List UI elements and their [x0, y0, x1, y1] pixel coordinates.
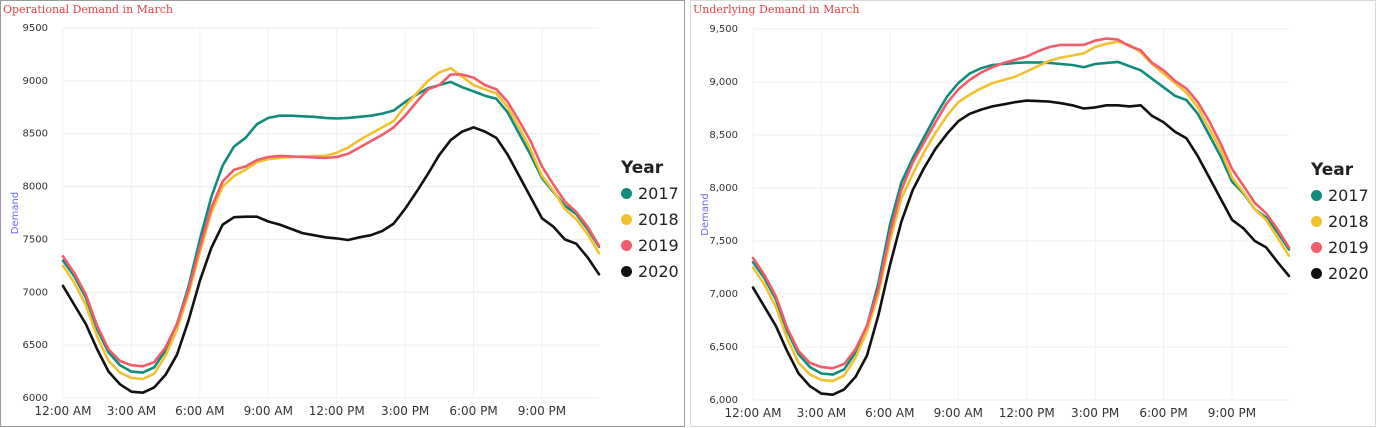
y-axis-title: Demand — [700, 193, 711, 235]
legend-dot-2020 — [621, 265, 632, 277]
y-tick-label: 8000 — [23, 182, 48, 193]
y-tick-label: 9000 — [23, 76, 48, 87]
series-line-2019[interactable] — [751, 37, 1291, 370]
x-tick-label: 3:00 AM — [797, 406, 846, 420]
legend-dot-2017 — [1311, 189, 1322, 201]
legend-item-2019[interactable]: 2019 — [621, 232, 679, 258]
legend-dot-2017 — [621, 187, 632, 199]
legend-dot-2018 — [1311, 215, 1322, 227]
y-tick-label: 8500 — [23, 129, 48, 140]
x-tick-label: 6:00 PM — [1139, 406, 1187, 420]
operational-demand-panel: Operational Demand in March 9500 9000 8500… — [0, 0, 685, 427]
y-axis-title: Demand — [10, 192, 21, 234]
legend-label: 2020 — [1328, 263, 1369, 283]
y-tick-label: 6000 — [23, 393, 48, 404]
legend-title: Year — [621, 158, 664, 178]
chart-title: Underlying Demand in March — [693, 3, 860, 16]
x-tick-label: 6:00 PM — [449, 404, 497, 418]
y-tick-label: 7,000 — [709, 289, 738, 300]
legend-item-2019[interactable]: 2019 — [1311, 234, 1369, 260]
series-line-2017[interactable] — [751, 60, 1291, 376]
legend-label: 2019 — [1328, 237, 1369, 257]
legend: Year 2017 2018 2019 2020 — [1311, 160, 1369, 286]
legend-label: 2020 — [638, 261, 679, 281]
underlying-demand-chart: 9,500 9,000 8,500 8,000 7,500 7,000 6,500 6,000… — [700, 24, 1291, 420]
x-tick-label: 9:00 PM — [1208, 406, 1256, 420]
x-tick-label: 6:00 AM — [175, 404, 224, 418]
series-line-2020[interactable] — [61, 126, 601, 395]
y-tick-label: 6,500 — [709, 342, 738, 353]
legend-dot-2019 — [1311, 241, 1322, 253]
legend-label: 2017 — [638, 183, 679, 203]
x-tick-label: 12:00 PM — [999, 406, 1055, 420]
y-tick-label: 9,500 — [709, 24, 738, 35]
x-tick-label: 9:00 AM — [934, 406, 983, 420]
legend-item-2018[interactable]: 2018 — [1311, 208, 1369, 234]
x-tick-label: 12:00 AM — [35, 404, 92, 418]
x-tick-label: 6:00 AM — [865, 406, 914, 420]
series-line-2019[interactable] — [61, 73, 601, 368]
series-line-2020[interactable] — [751, 99, 1291, 397]
y-tick-label: 6500 — [23, 340, 48, 351]
chart-title: Operational Demand in March — [3, 3, 173, 16]
y-tick-label: 9,000 — [709, 77, 738, 88]
x-tick-label: 12:00 AM — [725, 406, 782, 420]
legend-title: Year — [1311, 160, 1354, 180]
legend-item-2020[interactable]: 2020 — [1311, 260, 1369, 286]
series-line-2018[interactable] — [751, 40, 1291, 383]
x-tick-label: 3:00 PM — [381, 404, 429, 418]
legend-dot-2020 — [1311, 267, 1322, 279]
legend-item-2018[interactable]: 2018 — [621, 206, 679, 232]
y-tick-label: 9500 — [23, 23, 48, 34]
legend-dot-2019 — [621, 239, 632, 251]
legend-label: 2017 — [1328, 185, 1369, 205]
legend-item-2017[interactable]: 2017 — [1311, 182, 1369, 208]
legend-dot-2018 — [621, 213, 632, 225]
underlying-demand-panel: Underlying Demand in March 9,500 9,000 8,5… — [690, 0, 1376, 427]
series-line-2018[interactable] — [61, 66, 601, 381]
y-tick-label: 7000 — [23, 287, 48, 298]
y-tick-label: 7500 — [23, 234, 48, 245]
legend-item-2017[interactable]: 2017 — [621, 180, 679, 206]
x-tick-label: 3:00 PM — [1071, 406, 1119, 420]
series-line-2017[interactable] — [61, 80, 601, 374]
y-tick-label: 8,000 — [709, 183, 738, 194]
x-tick-label: 3:00 AM — [107, 404, 156, 418]
x-tick-label: 9:00 PM — [518, 404, 566, 418]
x-tick-label: 12:00 PM — [309, 404, 365, 418]
y-tick-label: 8,500 — [709, 130, 738, 141]
legend-label: 2018 — [1328, 211, 1369, 231]
legend: Year 2017 2018 2019 2020 — [621, 158, 679, 284]
legend-label: 2019 — [638, 235, 679, 255]
legend-label: 2018 — [638, 209, 679, 229]
y-tick-label: 7,500 — [709, 236, 738, 247]
legend-item-2020[interactable]: 2020 — [621, 258, 679, 284]
y-tick-label: 6,000 — [709, 395, 738, 406]
x-tick-label: 9:00 AM — [244, 404, 293, 418]
